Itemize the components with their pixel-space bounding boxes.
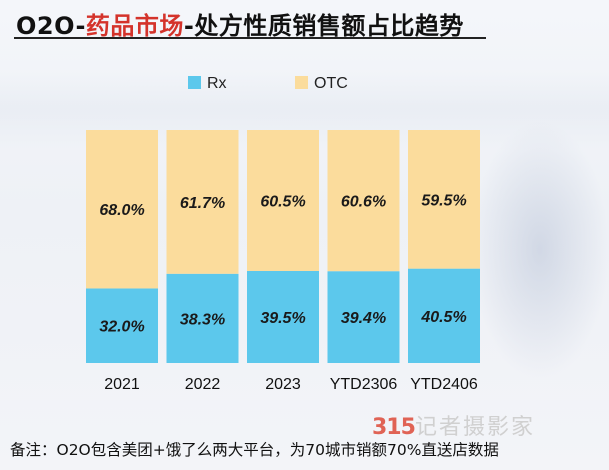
legend-label-otc: OTC [314, 75, 348, 92]
data-label-rx-2021: 32.0% [99, 319, 144, 336]
data-label-otc-2022: 61.7% [180, 195, 225, 212]
legend-label-rx: Rx [207, 75, 227, 92]
bar-rx-2021 [86, 288, 158, 363]
bar-rx-2023 [247, 270, 319, 363]
x-tick-label-ytd2306: YTD2306 [330, 376, 398, 393]
legend-swatch-rx [188, 76, 201, 89]
bar-otc-ytd2306 [327, 130, 400, 272]
bar-rx-ytd2306 [327, 271, 400, 363]
bar-otc-ytd2406 [408, 130, 480, 269]
x-tick-label-2021: 2021 [104, 376, 140, 393]
bar-otc-2023 [247, 130, 319, 271]
data-label-rx-2023: 39.5% [260, 310, 305, 327]
data-label-rx-ytd2406: 40.5% [420, 309, 466, 326]
data-label-rx-ytd2306: 39.4% [341, 310, 386, 327]
page-title: O2O-药品市场-处方性质销售额占比趋势 [16, 6, 464, 41]
legend-swatch-otc [295, 76, 308, 89]
data-label-rx-2022: 38.3% [180, 311, 225, 328]
background-figure [470, 120, 609, 380]
watermark: 315记者摄影家 [372, 409, 535, 441]
bar-rx-ytd2406 [408, 268, 480, 363]
data-label-otc-ytd2406: 59.5% [421, 192, 466, 209]
title-part-3: -处方性质销售额占比趋势 [183, 12, 464, 40]
bar-otc-2022 [166, 130, 239, 274]
bar-rx-2022 [166, 273, 239, 363]
footnote: 备注：O2O包含美团+饿了么两大平台，为70城市销额70%直送店数据 [10, 441, 499, 459]
title-underline [14, 37, 486, 39]
watermark-number: 315 [372, 415, 416, 440]
x-tick-label-2023: 2023 [265, 376, 301, 393]
title-part-2: 药品市场 [85, 12, 184, 40]
data-label-otc-2021: 68.0% [99, 202, 144, 219]
x-tick-label-2022: 2022 [185, 376, 221, 393]
title-part-1: O2O- [16, 12, 86, 40]
bar-otc-2021 [86, 130, 158, 289]
x-tick-label-ytd2406: YTD2406 [410, 376, 478, 393]
data-label-otc-2023: 60.5% [260, 193, 305, 210]
data-label-otc-ytd2306: 60.6% [341, 194, 386, 211]
watermark-text: 记者摄影家 [414, 415, 535, 440]
